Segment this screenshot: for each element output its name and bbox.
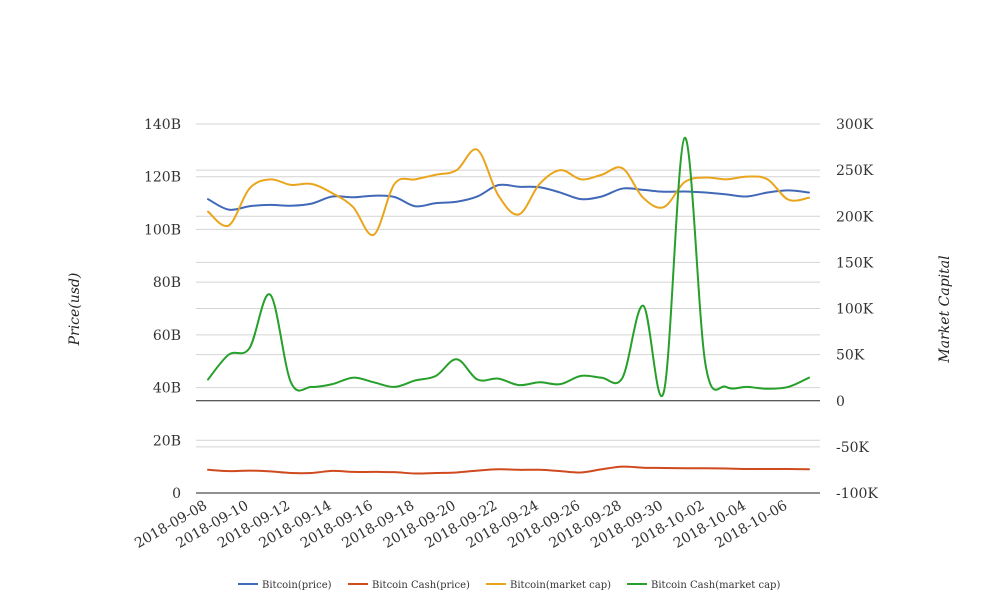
series-line-bitcoin-cash-price	[207, 465, 810, 475]
gridlines	[196, 123, 820, 448]
right-tick-label: 100K	[836, 302, 874, 318]
left-tick-label: 60B	[153, 328, 181, 344]
left-tick-label: 40B	[153, 381, 181, 397]
series-line-bitcoin-market-cap	[207, 148, 810, 236]
x-axis-ticks: 2018-09-082018-09-102018-09-122018-09-14…	[132, 498, 790, 552]
legend: Bitcoin(price) Bitcoin Cash(price) Bitcoin…	[238, 580, 780, 591]
right-tick-label: 0	[836, 394, 845, 410]
left-tick-label: 140B	[144, 117, 181, 133]
left-y-axis-ticks: 0 20B 40B 60B 80B 100B 120B 140B	[144, 117, 181, 502]
left-tick-label: 120B	[144, 170, 181, 186]
right-tick-label: -50K	[836, 440, 870, 456]
right-y-axis-title: Market Capital	[937, 255, 953, 363]
left-y-axis-title: Price(usd)	[67, 273, 83, 347]
right-tick-label: -100K	[836, 486, 878, 502]
left-tick-label: 100B	[144, 222, 181, 238]
legend-label: Bitcoin(market cap)	[510, 580, 611, 591]
right-tick-label: 200K	[836, 209, 874, 225]
series-line-bitcoin-price	[207, 183, 810, 211]
right-tick-label: 150K	[836, 255, 874, 271]
series-lines	[207, 136, 810, 475]
right-tick-label: 250K	[836, 163, 874, 179]
legend-label: Bitcoin Cash(market cap)	[651, 580, 780, 591]
right-tick-label: 50K	[836, 348, 865, 364]
right-y-axis-ticks: -100K -50K 0 50K 100K 150K 200K 250K 300K	[836, 117, 878, 502]
right-tick-label: 300K	[836, 117, 874, 133]
legend-label: Bitcoin Cash(price)	[372, 580, 470, 591]
left-tick-label: 80B	[153, 275, 181, 291]
left-tick-label: 0	[172, 486, 181, 502]
series-line-bitcoin-cash-market-cap	[207, 136, 810, 397]
left-tick-label: 20B	[153, 433, 181, 449]
legend-label: Bitcoin(price)	[262, 580, 332, 591]
